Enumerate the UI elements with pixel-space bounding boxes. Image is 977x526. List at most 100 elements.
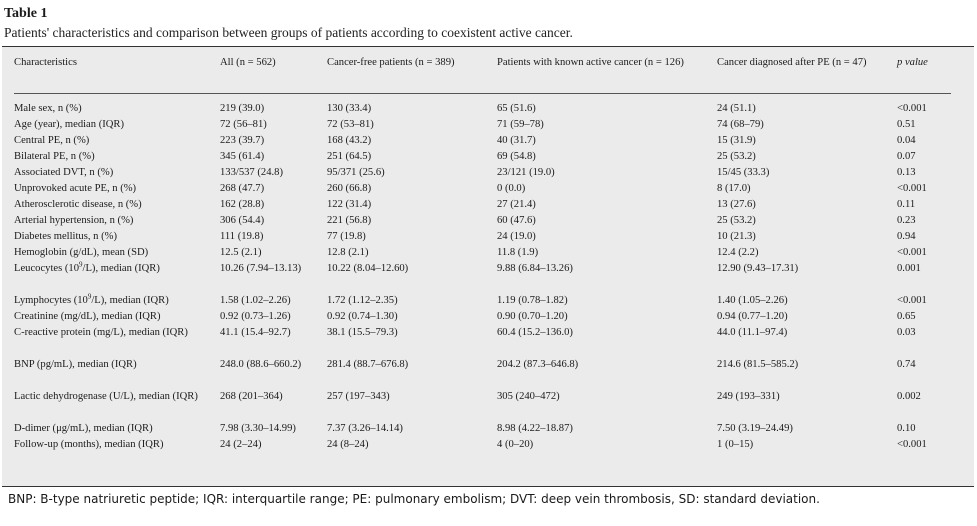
cell-characteristic: Arterial hypertension, n (%) <box>14 215 134 226</box>
table-caption: Patients' characteristics and comparison… <box>4 25 573 40</box>
cell-cancer-free: 281.4 (88.7–676.8) <box>327 359 409 370</box>
cell-characteristic: Atherosclerotic disease, n (%) <box>14 199 142 210</box>
cell-cancer-after-pe: 15/45 (33.3) <box>717 167 770 178</box>
cell-known-active-cancer: 8.98 (4.22–18.87) <box>497 423 573 434</box>
cell-characteristic: BNP (pg/mL), median (IQR) <box>14 359 137 370</box>
cell-all: 7.98 (3.30–14.99) <box>220 423 296 434</box>
cell-all: 133/537 (24.8) <box>220 167 283 178</box>
cell-all: 162 (28.8) <box>220 199 265 210</box>
cell-p-value: <0.001 <box>897 247 927 258</box>
cell-known-active-cancer: 40 (31.7) <box>497 135 536 146</box>
table-row: Age (year), median (IQR) 72 (56–81) 72 (53… <box>14 117 951 133</box>
cell-cancer-after-pe: 1 (0–15) <box>717 439 754 450</box>
table-row: BNP (pg/mL), median (IQR) 248.0 (88.6–660… <box>14 357 951 389</box>
cell-all: 268 (201–364) <box>220 391 283 402</box>
cell-characteristic: Associated DVT, n (%) <box>14 167 114 178</box>
table-row: Bilateral PE, n (%) 345 (61.4) 251 (64.5) 6… <box>14 149 951 165</box>
cell-all: 223 (39.7) <box>220 135 265 146</box>
cell-cancer-after-pe: 214.6 (81.5–585.2) <box>717 359 799 370</box>
label-superscript: 9 <box>79 260 83 269</box>
cell-known-active-cancer: 1.19 (0.78–1.82) <box>497 295 568 306</box>
table-label: Table 1 <box>4 6 48 21</box>
cell-cancer-after-pe: 0.94 (0.77–1.20) <box>717 311 788 322</box>
cell-cancer-free: 0.92 (0.74–1.30) <box>327 311 398 322</box>
table-row: Follow-up (months), median (IQR) 24 (2–24… <box>14 437 951 453</box>
cell-cancer-free: 122 (31.4) <box>327 199 372 210</box>
table-row: Leucocytes (109/L), median (IQR) 10.26 (7… <box>14 261 951 293</box>
label-text: Leucocytes (10 <box>14 263 80 274</box>
table-row: Lactic dehydrogenase (U/L), median (IQR)… <box>14 389 951 421</box>
cell-characteristic: Creatinine (mg/dL), median (IQR) <box>14 311 161 322</box>
header-row: Characteristics All (n = 562) Cancer-fre… <box>14 53 951 94</box>
header-cancer-free: Cancer-free patients (n = 389) <box>327 53 497 94</box>
cell-p-value: 0.04 <box>897 135 916 146</box>
cell-all: 219 (39.0) <box>220 103 265 114</box>
table-row: Creatinine (mg/dL), median (IQR) 0.92 (0.… <box>14 309 951 325</box>
cell-all: 10.26 (7.94–13.13) <box>220 263 302 274</box>
cell-cancer-free: 77 (19.8) <box>327 231 366 242</box>
cell-cancer-free: 24 (8–24) <box>327 439 369 450</box>
cell-p-value: <0.001 <box>897 295 927 306</box>
cell-cancer-after-pe: 25 (53.2) <box>717 151 756 162</box>
table-row: Associated DVT, n (%) 133/537 (24.8) 95/37… <box>14 165 951 181</box>
cell-cancer-free: 38.1 (15.5–79.3) <box>327 327 398 338</box>
cell-characteristic: Diabetes mellitus, n (%) <box>14 231 117 242</box>
cell-cancer-free: 260 (66.8) <box>327 183 372 194</box>
cell-known-active-cancer: 65 (51.6) <box>497 103 536 114</box>
cell-p-value: 0.03 <box>897 327 916 338</box>
cell-characteristic: Male sex, n (%) <box>14 103 82 114</box>
label-superscript: 9 <box>87 292 92 301</box>
cell-cancer-free: 221 (56.8) <box>327 215 372 226</box>
table-row: D-dimer (μg/mL), median (IQR) 7.98 (3.30–… <box>14 421 951 437</box>
cell-p-value: <0.001 <box>897 439 927 450</box>
label-text: /L), median (IQR) <box>91 295 169 306</box>
cell-all: 111 (19.8) <box>220 231 264 242</box>
cell-characteristic: D-dimer (μg/mL), median (IQR) <box>14 423 153 434</box>
table-row: Arterial hypertension, n (%) 306 (54.4) 22… <box>14 213 951 229</box>
header-known-active-cancer: Patients with known active cancer (n = 1… <box>497 53 717 94</box>
cell-p-value: 0.13 <box>897 167 916 178</box>
cell-cancer-after-pe: 13 (27.6) <box>717 199 756 210</box>
table-row: Lymphocytes (109/L), median (IQR) 1.58 (1… <box>14 293 951 309</box>
table-row: Diabetes mellitus, n (%) 111 (19.8) 77 (19… <box>14 229 951 245</box>
table-footnote: BNP: B-type natriuretic peptide; IQR: in… <box>8 492 820 506</box>
cell-cancer-free: 130 (33.4) <box>327 103 372 114</box>
characteristics-table: Characteristics All (n = 562) Cancer-fre… <box>14 53 951 453</box>
cell-cancer-after-pe: 8 (17.0) <box>717 183 751 194</box>
cell-characteristic: Leucocytes (109/L), median (IQR) <box>14 261 220 293</box>
cell-all: 268 (47.7) <box>220 183 265 194</box>
cell-characteristic: Central PE, n (%) <box>14 135 90 146</box>
cell-cancer-free: 257 (197–343) <box>327 391 390 402</box>
cell-p-value: 0.07 <box>897 151 916 162</box>
cell-known-active-cancer: 0 (0.0) <box>497 183 526 194</box>
cell-known-active-cancer: 24 (19.0) <box>497 231 536 242</box>
table-row: Male sex, n (%) 219 (39.0) 130 (33.4) 65 (5… <box>14 94 951 118</box>
cell-characteristic: C-reactive protein (mg/L), median (IQR) <box>14 327 188 338</box>
cell-p-value: 0.74 <box>897 359 916 370</box>
table-row: C-reactive protein (mg/L), median (IQR) 4… <box>14 325 951 357</box>
cell-cancer-after-pe: 74 (68–79) <box>717 119 764 130</box>
cell-known-active-cancer: 9.88 (6.84–13.26) <box>497 263 573 274</box>
cell-known-active-cancer: 27 (21.4) <box>497 199 536 210</box>
table-row: Unprovoked acute PE, n (%) 268 (47.7) 260 … <box>14 181 951 197</box>
cell-cancer-after-pe: 7.50 (3.19–24.49) <box>717 423 793 434</box>
cell-p-value: 0.65 <box>897 311 916 322</box>
cell-known-active-cancer: 4 (0–20) <box>497 439 534 450</box>
cell-all: 345 (61.4) <box>220 151 265 162</box>
cell-cancer-after-pe: 24 (51.1) <box>717 103 756 114</box>
cell-cancer-free: 251 (64.5) <box>327 151 372 162</box>
header-characteristics: Characteristics <box>14 53 220 94</box>
cell-all: 72 (56–81) <box>220 119 267 130</box>
cell-cancer-after-pe: 25 (53.2) <box>717 215 756 226</box>
cell-known-active-cancer: 305 (240–472) <box>497 391 560 402</box>
cell-p-value: 0.23 <box>897 215 916 226</box>
cell-cancer-after-pe: 44.0 (11.1–97.4) <box>717 327 788 338</box>
cell-all: 1.58 (1.02–2.26) <box>220 295 291 306</box>
cell-p-value: <0.001 <box>897 183 927 194</box>
cell-all: 12.5 (2.1) <box>220 247 262 258</box>
header-cancer-after-pe: Cancer diagnosed after PE (n = 47) <box>717 53 897 94</box>
cell-all: 306 (54.4) <box>220 215 265 226</box>
table-row: Hemoglobin (g/dL), mean (SD) 12.5 (2.1) 12… <box>14 245 951 261</box>
cell-known-active-cancer: 204.2 (87.3–646.8) <box>497 359 579 370</box>
